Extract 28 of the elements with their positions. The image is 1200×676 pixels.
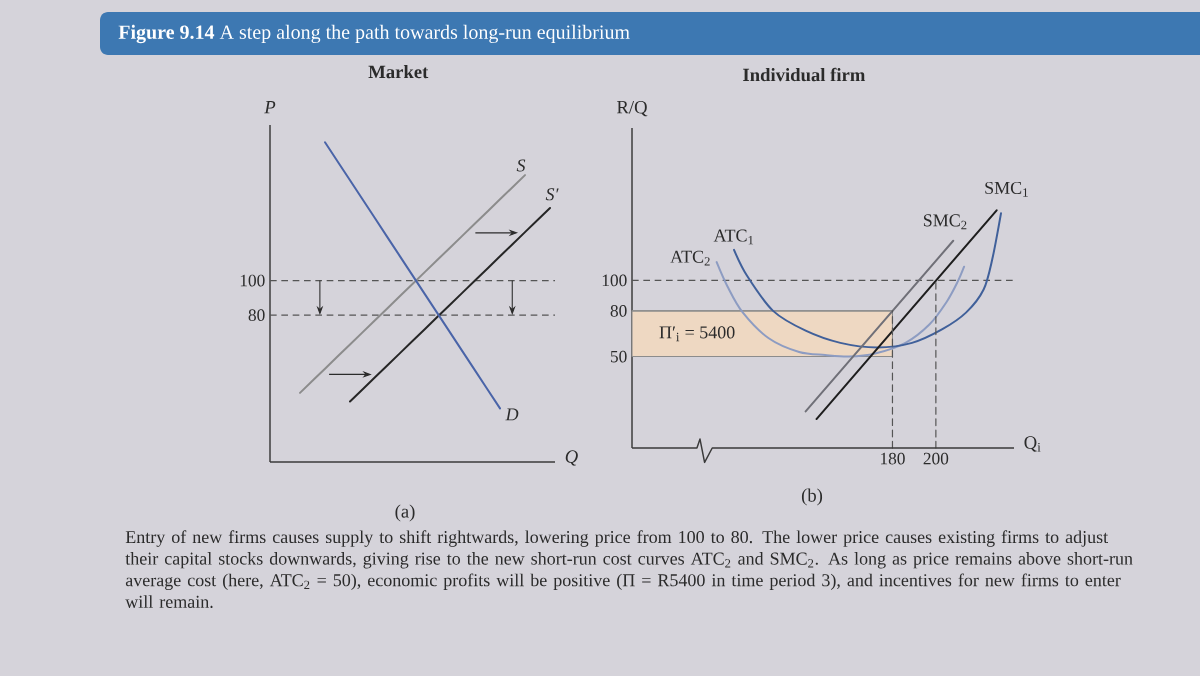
line-series [349,206,552,403]
x-tick-label: 180 [880,452,905,465]
x-axis-title: Q$_{i}$ [1024,436,1041,452]
y-tick-label: 80 [610,305,627,317]
y-tick-label: 50 [610,350,627,363]
y-tick-label: 100 [602,274,627,287]
y-tick-label: 80 [248,309,265,321]
text: Figure 9.14 A step along the path towards long-run equilibrium [118,24,630,44]
y-axis-title: P [264,101,276,114]
series-label: SMC$_{1}$ [985,181,1028,197]
series-label: S [516,159,526,172]
series-label: Π′$_{i}$ = 5400 [659,326,735,342]
text: (a) [395,504,415,522]
text: Entry of new firms causes supply to shift rightwards, lowering price from 100 to 80. The lower price causes existing firms to adjust their capital stocks downwards, giving rise to the new short-run cost curves ATC$_{2}$ and SMC$_{2}$. As long as price remains above short-run average cost (here, ATC$_{2}$ = 50), economic profits will be positive (Π = R5400 in time period 3), and incentives for new firms to enter will remain. [125,530,1133,608]
series-label: D [505,408,519,421]
series-label: ATC$_{2}$ [670,250,710,266]
line-series [299,174,526,394]
chart-title: Market [368,65,429,79]
series-label: ATC$_{1}$ [713,229,754,245]
x-axis-title: Q [565,450,578,466]
series-label: SMC$_{2}$ [923,214,967,230]
y-tick-label: 100 [240,274,265,287]
line-series [324,141,501,410]
series-label: S′ [545,188,559,201]
chart-title: Individual firm [743,67,866,82]
x-tick-label: 200 [923,452,949,465]
y-axis-title: R/Q [616,100,648,117]
text: (b) [801,488,823,506]
